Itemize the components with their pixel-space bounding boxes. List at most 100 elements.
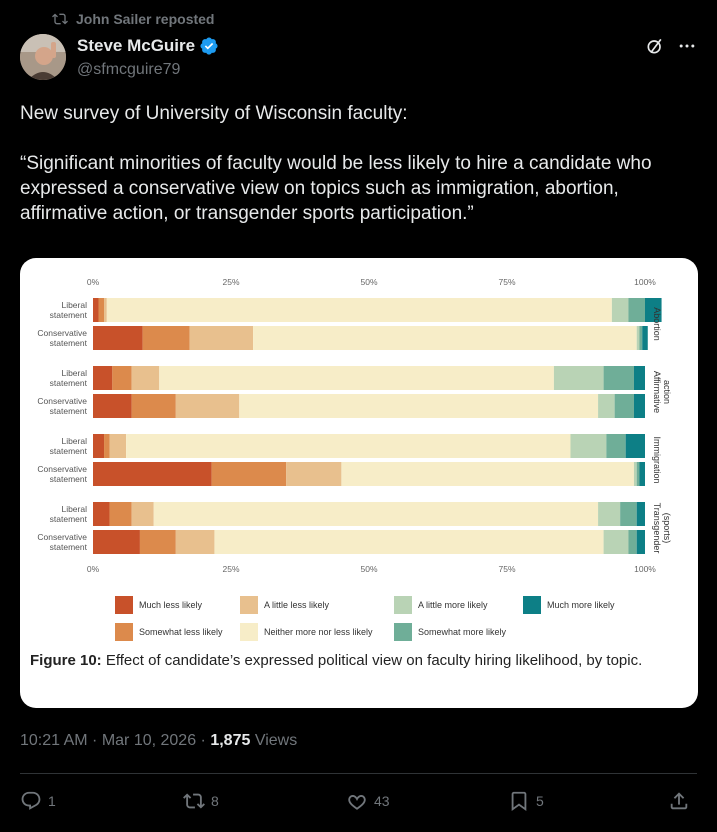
x-tick-label-bottom: 100% xyxy=(634,564,656,574)
x-tick-label-bottom: 0% xyxy=(87,564,100,574)
post-image[interactable]: 0% 0% 25% 25% 50% 50% 75% 75% 100% 100% Liberal sta… xyxy=(20,258,698,708)
like-count: 43 xyxy=(374,793,390,809)
bar-segment xyxy=(93,530,140,554)
bar-segment xyxy=(253,326,637,350)
row-label: Liberal xyxy=(61,368,87,378)
bar-segment xyxy=(606,434,626,458)
legend-swatch xyxy=(394,623,412,641)
divider xyxy=(20,773,697,774)
bar-segment xyxy=(603,366,634,390)
bar-segment xyxy=(175,530,215,554)
topic-label: Transgender xyxy=(652,503,662,554)
bar-segment xyxy=(286,462,342,486)
bar-segment xyxy=(633,394,645,418)
row-label: Liberal xyxy=(61,436,87,446)
topic-label: Immigration xyxy=(652,436,662,483)
bar-segment xyxy=(98,298,105,322)
bar-segment xyxy=(93,394,132,418)
bar-segment xyxy=(159,366,554,390)
legend-swatch xyxy=(115,596,133,614)
bar-segment xyxy=(153,502,599,526)
bookmark-button[interactable]: 5 xyxy=(508,790,544,812)
bar-segment xyxy=(598,394,615,418)
post-quote: “Significant minorities of faculty would… xyxy=(20,153,652,224)
author-name[interactable]: Steve McGuire xyxy=(77,36,196,55)
bar-segment xyxy=(139,530,176,554)
bar-segment xyxy=(636,530,645,554)
legend-swatch xyxy=(115,623,133,641)
row-label: Conservative xyxy=(37,396,87,406)
bar-segment xyxy=(93,434,105,458)
legend-swatch xyxy=(240,596,258,614)
x-tick-label-bottom: 75% xyxy=(498,564,515,574)
x-tick-label-top: 50% xyxy=(360,277,377,287)
x-tick-label-top: 25% xyxy=(222,277,239,287)
post-line-1: New survey of University of Wisconsin fa… xyxy=(20,103,408,124)
row-label: statement xyxy=(50,406,88,416)
bookmark-icon xyxy=(511,791,527,812)
post-timestamp[interactable]: 10:21 AM · Mar 10, 2026 · xyxy=(20,732,211,749)
repost-indicator[interactable]: John Sailer reposted xyxy=(52,11,214,27)
grok-icon[interactable] xyxy=(645,36,665,56)
bar-segment xyxy=(214,530,604,554)
share-button[interactable] xyxy=(668,790,690,812)
legend-label: Somewhat more likely xyxy=(418,627,507,637)
topic-label: (sports) xyxy=(662,513,672,544)
legend-label: Neither more nor less likely xyxy=(264,627,373,637)
bar-segment xyxy=(614,394,634,418)
legend-label: A little more likely xyxy=(418,600,488,610)
stacked-bar-chart: 0%0%25%25%50%50%75%75%100%100%Liberalsta… xyxy=(37,277,672,641)
bar-segment xyxy=(109,434,127,458)
bar-segment xyxy=(625,434,645,458)
like-button[interactable]: 43 xyxy=(346,790,390,812)
reply-button[interactable]: 1 xyxy=(20,790,56,812)
row-label: Conservative xyxy=(37,328,87,338)
post-meta: 10:21 AM · Mar 10, 2026 · 1,875 Views xyxy=(20,732,297,750)
share-icon xyxy=(670,792,688,810)
retweet-icon xyxy=(183,793,205,809)
bookmark-count: 5 xyxy=(536,793,544,809)
bar-segment xyxy=(93,366,113,390)
bar-segment xyxy=(633,462,637,486)
x-tick-label-bottom: 25% xyxy=(222,564,239,574)
bar-segment xyxy=(112,366,132,390)
bar-segment xyxy=(239,394,599,418)
repost-button[interactable]: 8 xyxy=(183,790,219,812)
bar-segment xyxy=(636,502,645,526)
legend-label: Much more likely xyxy=(547,600,615,610)
repost-label: John Sailer reposted xyxy=(76,11,215,27)
row-label: Conservative xyxy=(37,464,87,474)
bar-segment xyxy=(636,462,640,486)
bar-segment xyxy=(93,298,99,322)
bar-segment xyxy=(131,502,154,526)
bar-segment xyxy=(131,366,160,390)
bar-segment xyxy=(341,462,634,486)
legend-label: Much less likely xyxy=(139,600,203,610)
reply-icon xyxy=(21,791,41,810)
views-label: Views xyxy=(250,732,298,749)
heart-icon xyxy=(348,795,366,810)
bar-segment xyxy=(628,530,637,554)
bar-segment xyxy=(636,326,640,350)
bar-segment xyxy=(603,530,629,554)
bar-segment xyxy=(93,326,143,350)
avatar[interactable] xyxy=(20,34,66,80)
bar-segment xyxy=(639,462,645,486)
bar-segment xyxy=(553,366,604,390)
author-handle[interactable]: @sfmcguire79 xyxy=(77,61,181,78)
bar-segment xyxy=(620,502,637,526)
caption-label: Figure 10: xyxy=(30,652,102,669)
more-options-icon[interactable] xyxy=(677,36,697,56)
legend-swatch xyxy=(240,623,258,641)
topic-label: Abortion xyxy=(652,307,662,341)
bar-segment xyxy=(628,298,645,322)
x-tick-label-top: 75% xyxy=(498,277,515,287)
row-label: Liberal xyxy=(61,504,87,514)
bar-segment xyxy=(642,326,648,350)
row-label: statement xyxy=(50,446,88,456)
row-label: statement xyxy=(50,338,88,348)
row-label: statement xyxy=(50,310,88,320)
views-count: 1,875 xyxy=(210,732,251,749)
topic-label: action xyxy=(662,380,672,404)
bar-segment xyxy=(106,298,612,322)
